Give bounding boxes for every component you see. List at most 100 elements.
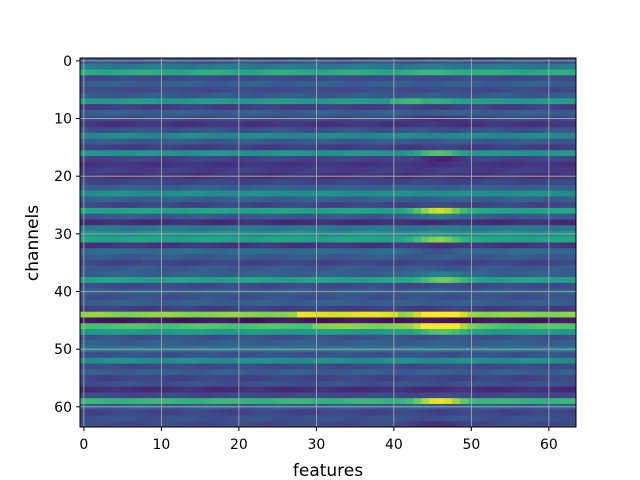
heatmap-cell: [560, 219, 569, 226]
heatmap-cell: [552, 196, 561, 203]
heatmap-cell: [343, 225, 352, 232]
heatmap-cell: [498, 265, 507, 272]
heatmap-cell: [103, 190, 112, 197]
heatmap-cell: [483, 311, 492, 318]
heatmap-cell: [498, 259, 507, 266]
heatmap-cell: [335, 109, 344, 117]
heatmap-cell: [475, 190, 484, 197]
heatmap-cell: [421, 317, 430, 324]
heatmap-cell: [87, 340, 96, 347]
heatmap-cell: [126, 294, 135, 301]
heatmap-cell: [149, 236, 158, 243]
heatmap-cell: [219, 150, 228, 157]
heatmap-cell: [413, 352, 422, 359]
heatmap-cell: [304, 340, 313, 347]
heatmap-cell: [490, 369, 499, 376]
heatmap-cell: [521, 167, 530, 174]
heatmap-cell: [87, 150, 96, 157]
heatmap-cell: [273, 121, 282, 128]
heatmap-cell: [258, 392, 267, 399]
heatmap-cell: [165, 219, 174, 226]
heatmap-cell: [366, 277, 375, 284]
heatmap-cell: [374, 375, 383, 382]
heatmap-cell: [506, 409, 515, 416]
heatmap-cell: [514, 138, 523, 145]
heatmap-cell: [560, 363, 569, 370]
heatmap-cell: [196, 213, 205, 220]
heatmap-cell: [506, 357, 515, 364]
heatmap-cell: [258, 138, 267, 145]
heatmap-cell: [366, 305, 375, 313]
heatmap-cell: [242, 213, 251, 220]
heatmap-cell: [134, 127, 143, 134]
heatmap-cell: [219, 305, 228, 313]
heatmap-cell: [343, 300, 352, 307]
heatmap-cell: [498, 150, 507, 157]
heatmap-cell: [529, 132, 538, 140]
heatmap-cell: [490, 242, 499, 249]
heatmap-cell: [188, 265, 197, 272]
heatmap-cell: [281, 340, 290, 347]
heatmap-cell: [180, 202, 189, 209]
heatmap-cell: [366, 150, 375, 157]
heatmap-cell: [421, 323, 430, 330]
heatmap-cell: [328, 300, 337, 307]
heatmap-cell: [359, 398, 368, 405]
heatmap-cell: [413, 300, 422, 307]
heatmap-cell: [428, 369, 437, 376]
heatmap-cell: [142, 300, 151, 307]
heatmap-cell: [142, 156, 151, 163]
heatmap-cell: [498, 184, 507, 192]
heatmap-cell: [444, 265, 453, 272]
heatmap-cell: [142, 398, 151, 405]
heatmap-cell: [297, 219, 306, 226]
heatmap-cell: [250, 75, 259, 82]
heatmap-cell: [413, 213, 422, 220]
heatmap-cell: [297, 248, 306, 255]
heatmap-cell: [506, 98, 515, 105]
heatmap-cell: [219, 63, 228, 70]
heatmap-cell: [397, 277, 406, 284]
heatmap-cell: [227, 375, 236, 382]
heatmap-cell: [506, 121, 515, 128]
heatmap-cell: [428, 271, 437, 278]
heatmap-cell: [297, 357, 306, 364]
heatmap-cell: [413, 421, 422, 428]
heatmap-cell: [142, 357, 151, 364]
heatmap-cell: [242, 294, 251, 301]
heatmap-cell: [498, 75, 507, 82]
heatmap-cell: [498, 415, 507, 422]
heatmap-cell: [204, 271, 213, 278]
heatmap-cell: [490, 98, 499, 105]
heatmap-cell: [490, 86, 499, 93]
heatmap-cell: [242, 352, 251, 359]
heatmap-cell: [87, 184, 96, 192]
heatmap-cell: [196, 109, 205, 117]
heatmap-cell: [211, 225, 220, 232]
heatmap-cell: [343, 265, 352, 272]
heatmap-cell: [560, 104, 569, 111]
heatmap-cell: [521, 190, 530, 197]
heatmap-cell: [413, 380, 422, 388]
heatmap-cell: [506, 317, 515, 324]
heatmap-cell: [405, 415, 414, 422]
heatmap-cell: [428, 132, 437, 140]
heatmap-cell: [103, 225, 112, 232]
heatmap-cell: [304, 357, 313, 364]
heatmap-cell: [537, 305, 546, 313]
heatmap-cell: [444, 202, 453, 209]
heatmap-cell: [382, 317, 391, 324]
heatmap-cell: [529, 81, 538, 88]
heatmap-cell: [514, 311, 523, 318]
heatmap-cell: [289, 104, 298, 111]
heatmap-cell: [506, 184, 515, 192]
heatmap-cell: [366, 311, 375, 318]
heatmap-cell: [118, 282, 127, 290]
heatmap-cell: [560, 282, 569, 290]
heatmap-cell: [560, 294, 569, 301]
heatmap-cell: [165, 415, 174, 422]
heatmap-cell: [552, 121, 561, 128]
heatmap-cell: [366, 236, 375, 243]
heatmap-cell: [289, 369, 298, 376]
heatmap-cell: [359, 92, 368, 99]
